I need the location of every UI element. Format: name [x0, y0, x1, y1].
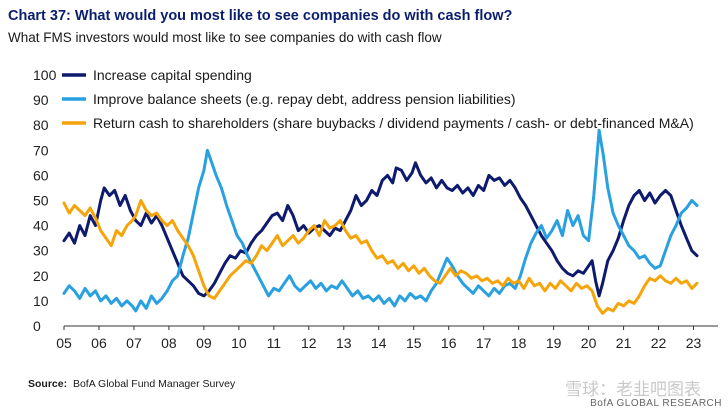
source-text: BofA Global Fund Manager Survey	[72, 378, 236, 390]
legend-label-shareholders: Return cash to shareholders (share buyba…	[93, 115, 694, 131]
y-tick-label: 20	[33, 268, 49, 284]
chart-title: Chart 37: What would you most like to se…	[8, 8, 513, 24]
x-tick-label: 14	[371, 335, 387, 351]
series-line-shareholders	[62, 199, 699, 315]
x-tick-label: 11	[267, 335, 282, 351]
series-lines	[62, 128, 699, 315]
source-note: Source: BofA Global Fund Manager Survey	[28, 378, 235, 390]
legend-label-capex: Increase capital spending	[93, 67, 252, 83]
x-tick-label: 20	[581, 335, 597, 351]
y-tick-label: 0	[33, 318, 41, 334]
y-tick-label: 10	[33, 293, 49, 309]
y-tick-label: 30	[33, 243, 49, 259]
source-label: Source:	[28, 378, 68, 390]
x-tick-label: 17	[476, 335, 492, 351]
x-tick-label: 22	[651, 335, 667, 351]
y-tick-label: 60	[33, 167, 49, 183]
y-tick-label: 50	[33, 193, 49, 209]
x-tick-label: 07	[126, 335, 142, 351]
x-tick-label: 06	[91, 335, 107, 351]
watermark: 雪球：老韭吧图表	[565, 380, 701, 399]
y-tick-label: 40	[33, 218, 49, 234]
legend-label-balance: Improve balance sheets (e.g. repay debt,…	[93, 91, 516, 107]
x-tick-label: 05	[56, 335, 72, 351]
x-tick-label: 12	[301, 335, 317, 351]
x-tick-label: 23	[686, 335, 702, 351]
x-tick-label: 15	[406, 335, 422, 351]
y-tick-label: 80	[33, 117, 49, 133]
axes: 0 10 20 30 40 50 60 70 80 90 100 05 06 07 08 09 10 11 12 13…	[33, 67, 718, 351]
x-tick-label: 10	[231, 335, 247, 351]
y-tick-label: 70	[33, 142, 49, 158]
series-line-capex	[62, 161, 699, 298]
series-line-balance	[62, 128, 699, 313]
legend: Increase capital spending Improve balance…	[62, 67, 694, 131]
x-tick-label: 18	[511, 335, 527, 351]
x-tick-label: 16	[441, 335, 457, 351]
x-tick-label: 09	[196, 335, 212, 351]
brand-label: BofA GLOBAL RESEARCH	[590, 398, 722, 409]
x-tick-label: 21	[616, 335, 632, 351]
x-tick-label: 19	[546, 335, 562, 351]
y-tick-label: 90	[33, 92, 49, 108]
chart-subtitle: What FMS investors would most like to se…	[8, 30, 442, 45]
y-tick-label: 100	[33, 67, 57, 83]
x-tick-label: 13	[336, 335, 352, 351]
x-tick-label: 08	[161, 335, 177, 351]
